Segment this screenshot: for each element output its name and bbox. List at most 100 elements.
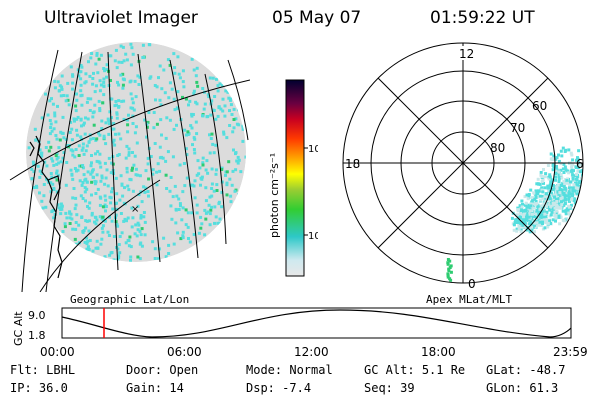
emission-pixel xyxy=(554,171,558,175)
emission-pixel xyxy=(134,167,138,171)
emission-pixel xyxy=(192,233,196,236)
emission-pixel xyxy=(549,152,553,156)
emission-pixel xyxy=(137,83,141,86)
emission-pixel xyxy=(164,159,168,163)
emission-pixel xyxy=(181,95,184,99)
emission-pixel xyxy=(54,134,58,137)
emission-pixel xyxy=(220,190,224,194)
emission-pixel xyxy=(87,60,90,64)
emission-pixel xyxy=(77,223,81,227)
date-label: 05 May 07 xyxy=(272,8,362,28)
emission-pixel xyxy=(193,196,197,200)
emission-pixel xyxy=(40,151,44,155)
emission-pixel xyxy=(53,86,57,90)
emission-pixel xyxy=(447,269,451,273)
geographic-image: × xyxy=(9,42,250,292)
emission-pixel xyxy=(98,107,102,110)
emission-pixel xyxy=(213,221,216,225)
emission-pixel xyxy=(34,138,38,142)
emission-pixel xyxy=(213,205,217,209)
emission-pixel xyxy=(581,189,583,193)
emission-pixel xyxy=(548,208,552,212)
emission-pixel xyxy=(167,243,171,247)
emission-pixel xyxy=(88,201,92,205)
emission-pixel xyxy=(591,157,594,160)
emission-pixel xyxy=(574,210,577,214)
emission-pixel xyxy=(160,87,164,91)
emission-pixel xyxy=(563,165,567,169)
emission-pixel xyxy=(131,101,135,105)
emission-pixel xyxy=(544,199,548,203)
emission-pixel xyxy=(172,242,176,246)
emission-pixel xyxy=(71,153,75,157)
emission-pixel xyxy=(75,92,78,96)
emission-pixel xyxy=(158,64,162,68)
emission-pixel xyxy=(94,246,98,250)
emission-pixel xyxy=(446,262,450,266)
emission-pixel xyxy=(446,261,450,265)
emission-pixel xyxy=(216,84,220,88)
emission-pixel xyxy=(200,222,204,226)
emission-pixel xyxy=(230,113,234,116)
emission-pixel xyxy=(108,110,112,114)
emission-pixel xyxy=(532,191,536,195)
info-seq: Seq: 39 xyxy=(364,381,415,395)
emission-pixel xyxy=(56,80,60,84)
emission-pixel xyxy=(143,190,147,194)
emission-pixel xyxy=(115,111,119,115)
emission-pixel xyxy=(216,89,220,93)
emission-pixel xyxy=(575,212,579,216)
emission-pixel xyxy=(55,162,59,166)
info-mode: Mode: Normal xyxy=(246,363,333,377)
emission-pixel xyxy=(77,74,81,78)
emission-pixel xyxy=(580,202,583,206)
emission-pixel xyxy=(223,114,227,118)
altitude-xtick-1800: 18:00 xyxy=(421,345,456,359)
emission-pixel xyxy=(99,53,103,57)
emission-pixel xyxy=(547,175,551,179)
emission-pixel xyxy=(108,253,112,257)
emission-pixel xyxy=(101,224,105,228)
emission-pixel xyxy=(73,167,77,170)
emission-pixel xyxy=(220,168,224,171)
emission-pixel xyxy=(559,197,563,201)
emission-pixel xyxy=(556,190,560,194)
info-ip: IP: 36.0 xyxy=(10,381,68,395)
emission-pixel xyxy=(105,63,109,67)
emission-pixel xyxy=(528,209,532,213)
emission-pixel xyxy=(545,218,549,222)
emission-pixel xyxy=(120,99,124,103)
emission-pixel xyxy=(594,196,597,199)
emission-pixel xyxy=(552,193,556,197)
emission-pixel xyxy=(110,97,114,101)
emission-pixel xyxy=(534,215,538,219)
emission-pixel xyxy=(229,103,233,107)
emission-pixel xyxy=(222,130,226,134)
emission-pixel xyxy=(515,220,519,224)
emission-pixel xyxy=(89,172,93,176)
emission-pixel xyxy=(64,99,68,103)
emission-pixel xyxy=(40,172,44,176)
emission-pixel xyxy=(200,175,204,179)
emission-pixel xyxy=(235,198,239,202)
emission-pixel xyxy=(571,189,575,193)
emission-pixel xyxy=(106,117,110,121)
emission-pixel xyxy=(97,99,101,103)
emission-pixel xyxy=(49,181,53,185)
emission-pixel xyxy=(594,182,597,185)
emission-pixel xyxy=(199,183,202,187)
emission-pixel xyxy=(193,151,197,155)
emission-pixel xyxy=(568,192,572,196)
emission-pixel xyxy=(549,213,553,217)
emission-pixel xyxy=(68,131,72,134)
emission-pixel xyxy=(61,156,65,160)
emission-pixel xyxy=(159,118,163,122)
emission-pixel xyxy=(588,164,591,167)
emission-pixel xyxy=(80,148,84,152)
emission-pixel xyxy=(130,168,134,172)
emission-pixel xyxy=(68,216,72,220)
emission-pixel xyxy=(214,168,218,172)
emission-pixel xyxy=(87,229,91,233)
emission-pixel xyxy=(40,199,44,203)
emission-pixel xyxy=(186,133,190,136)
